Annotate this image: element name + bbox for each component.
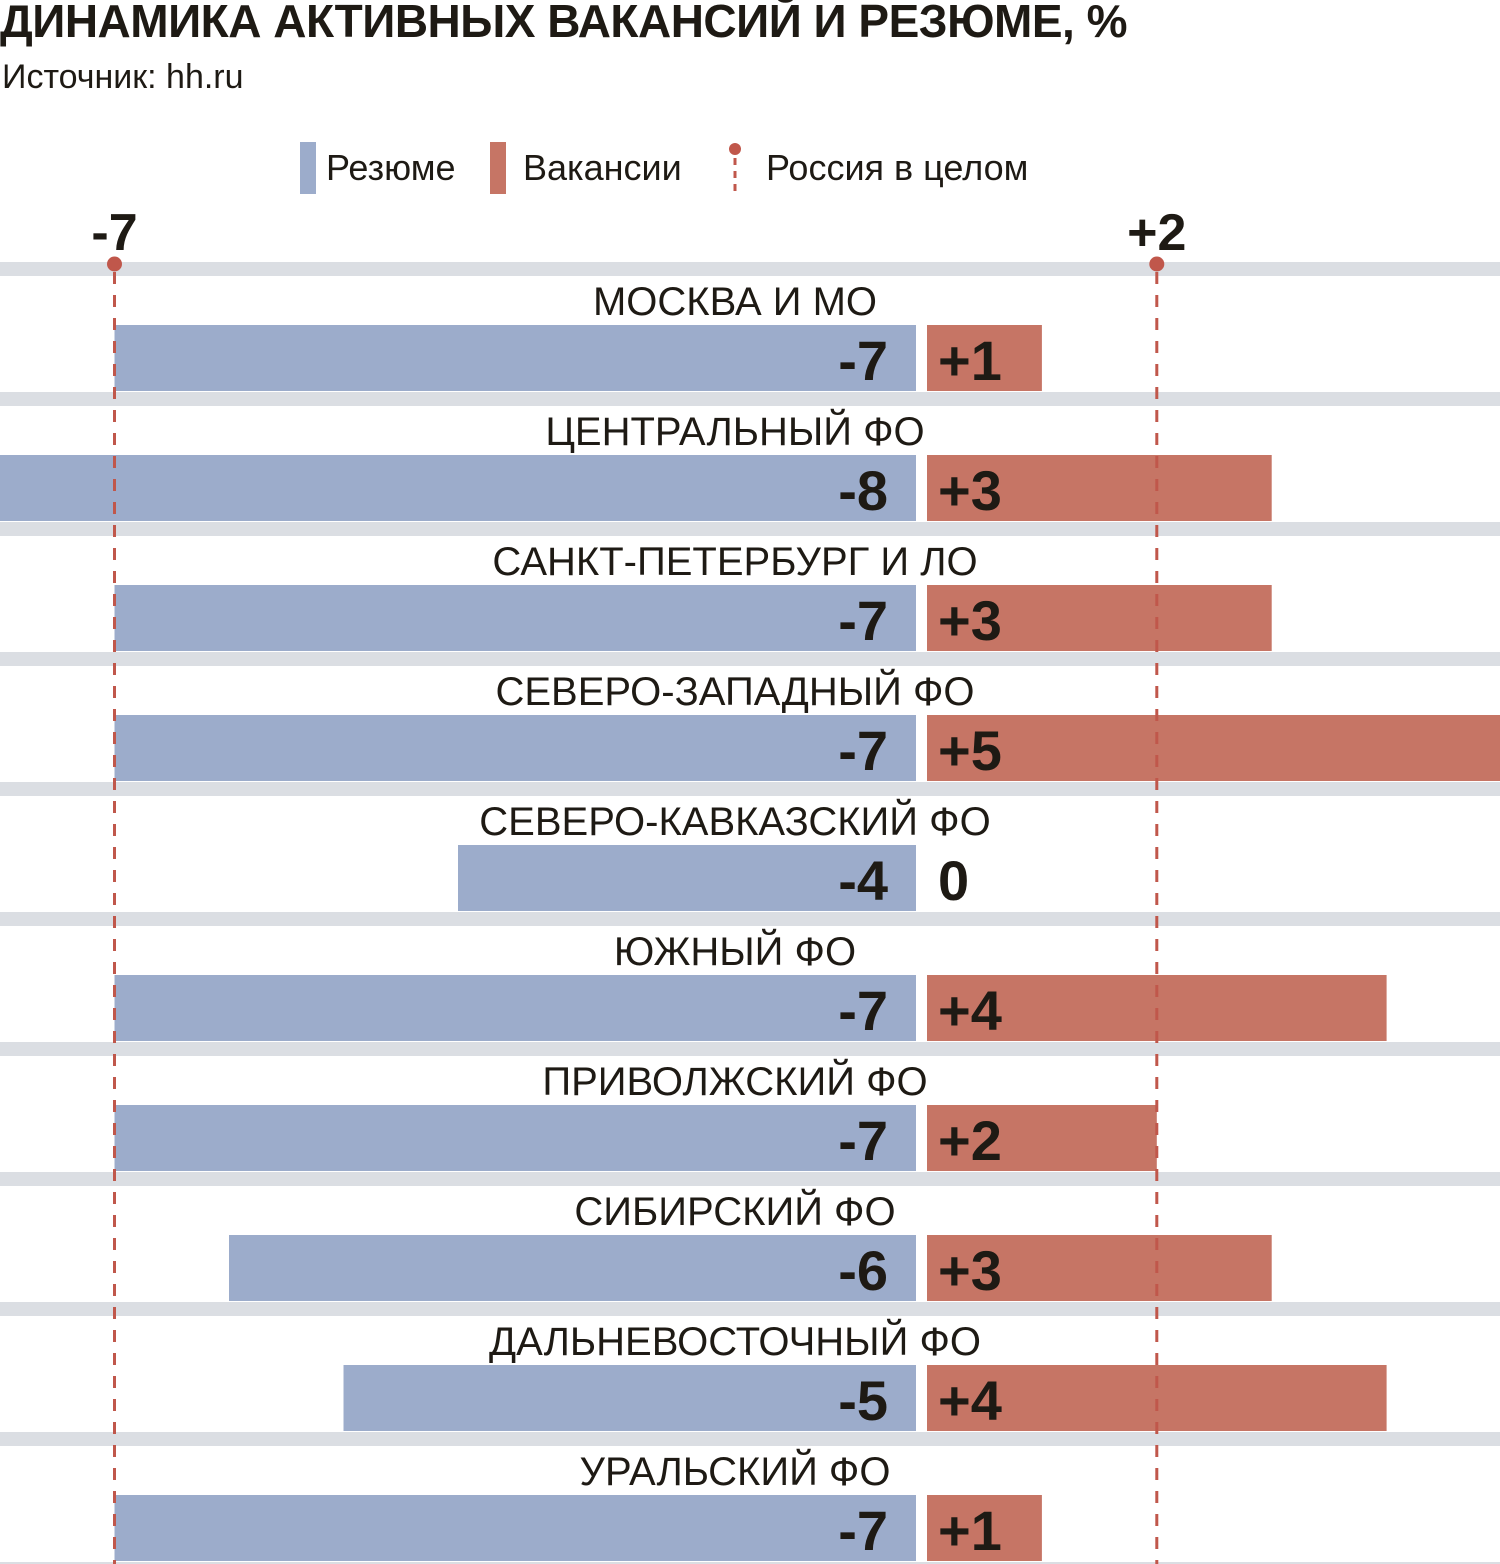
region-label: ЮЖНЫЙ ФО bbox=[614, 928, 856, 974]
russia-reference-dot bbox=[107, 256, 122, 272]
vacancy-bar bbox=[927, 585, 1272, 651]
vacancy-value-label: +4 bbox=[938, 1369, 1002, 1432]
resume-value-label: -8 bbox=[838, 459, 888, 522]
vacancy-value-label: +1 bbox=[938, 329, 1002, 392]
vacancy-value-label: 0 bbox=[938, 849, 969, 912]
resume-bar bbox=[114, 585, 916, 651]
separator-band bbox=[0, 1562, 1500, 1564]
vacancy-value-label: +3 bbox=[938, 1239, 1002, 1302]
chart-source: Источник: hh.ru bbox=[2, 58, 244, 96]
resume-bar bbox=[229, 1235, 916, 1301]
legend-swatch-vacancy bbox=[490, 142, 506, 194]
russia-reference-label: -7 bbox=[91, 204, 137, 262]
legend-label-russia: Россия в целом bbox=[766, 147, 1029, 188]
vacancy-value-label: +3 bbox=[938, 589, 1002, 652]
separator-band bbox=[0, 1302, 1500, 1316]
resume-value-label: -7 bbox=[838, 1499, 888, 1562]
region-label: САНКТ-ПЕТЕРБУРГ И ЛО bbox=[492, 540, 977, 584]
vacancy-bar bbox=[927, 715, 1500, 781]
resume-bar bbox=[114, 715, 916, 781]
resume-bar bbox=[114, 975, 916, 1041]
region-label: СЕВЕРО-КАВКАЗСКИЙ ФО bbox=[479, 798, 990, 844]
vacancy-value-label: +3 bbox=[938, 459, 1002, 522]
separator-band bbox=[0, 1432, 1500, 1446]
resume-value-label: -7 bbox=[838, 589, 888, 652]
vacancy-value-label: +2 bbox=[938, 1109, 1002, 1172]
separator-band bbox=[0, 392, 1500, 406]
vacancy-value-label: +4 bbox=[938, 979, 1002, 1042]
separator-band bbox=[0, 1042, 1500, 1056]
separator-band bbox=[0, 912, 1500, 926]
resume-bar bbox=[458, 845, 916, 911]
region-label: ЦЕНТРАЛЬНЫЙ ФО bbox=[545, 408, 924, 454]
separator-band bbox=[0, 782, 1500, 796]
vacancy-bar bbox=[927, 325, 1042, 391]
separator-band bbox=[0, 522, 1500, 536]
vacancy-bar bbox=[927, 1495, 1042, 1561]
region-label: ПРИВОЛЖСКИЙ ФО bbox=[542, 1058, 927, 1104]
russia-reference-label: +2 bbox=[1127, 204, 1186, 262]
resume-value-label: -7 bbox=[838, 329, 888, 392]
legend-swatch-resume bbox=[300, 142, 316, 194]
legend-label-resume: Резюме bbox=[326, 147, 456, 188]
russia-reference-dot bbox=[1149, 256, 1165, 272]
vacancy-value-label: +5 bbox=[938, 719, 1002, 782]
vacancy-bar bbox=[927, 455, 1272, 521]
chart-title: ДИНАМИКА АКТИВНЫХ ВАКАНСИЙ И РЕЗЮМЕ, % bbox=[0, 0, 1127, 47]
resume-value-label: -7 bbox=[838, 719, 888, 782]
legend-label-vacancy: Вакансии bbox=[523, 147, 682, 188]
separator-band bbox=[0, 262, 1500, 276]
region-label: СИБИРСКИЙ ФО bbox=[574, 1188, 895, 1234]
vacancy-bar bbox=[927, 1105, 1157, 1171]
resume-value-label: -4 bbox=[838, 849, 888, 912]
resume-value-label: -6 bbox=[838, 1239, 888, 1302]
resume-bar bbox=[0, 455, 916, 521]
resume-bar bbox=[114, 1495, 916, 1561]
vacancy-value-label: +1 bbox=[938, 1499, 1002, 1562]
legend-marker-russia bbox=[729, 143, 741, 196]
vacancy-bar bbox=[927, 1235, 1272, 1301]
region-label: ДАЛЬНЕВОСТОЧНЫЙ ФО bbox=[489, 1318, 981, 1364]
resume-bar bbox=[343, 1365, 916, 1431]
separator-band bbox=[0, 652, 1500, 666]
separator-band bbox=[0, 1172, 1500, 1186]
region-label: СЕВЕРО-ЗАПАДНЫЙ ФО bbox=[495, 668, 974, 714]
resume-value-label: -5 bbox=[838, 1369, 888, 1432]
region-label: МОСКВА И МО bbox=[593, 280, 877, 324]
resume-value-label: -7 bbox=[838, 1109, 888, 1172]
resume-bar bbox=[114, 1105, 916, 1171]
region-label: УРАЛЬСКИЙ ФО bbox=[580, 1448, 891, 1494]
resume-value-label: -7 bbox=[838, 979, 888, 1042]
resume-bar bbox=[114, 325, 916, 391]
